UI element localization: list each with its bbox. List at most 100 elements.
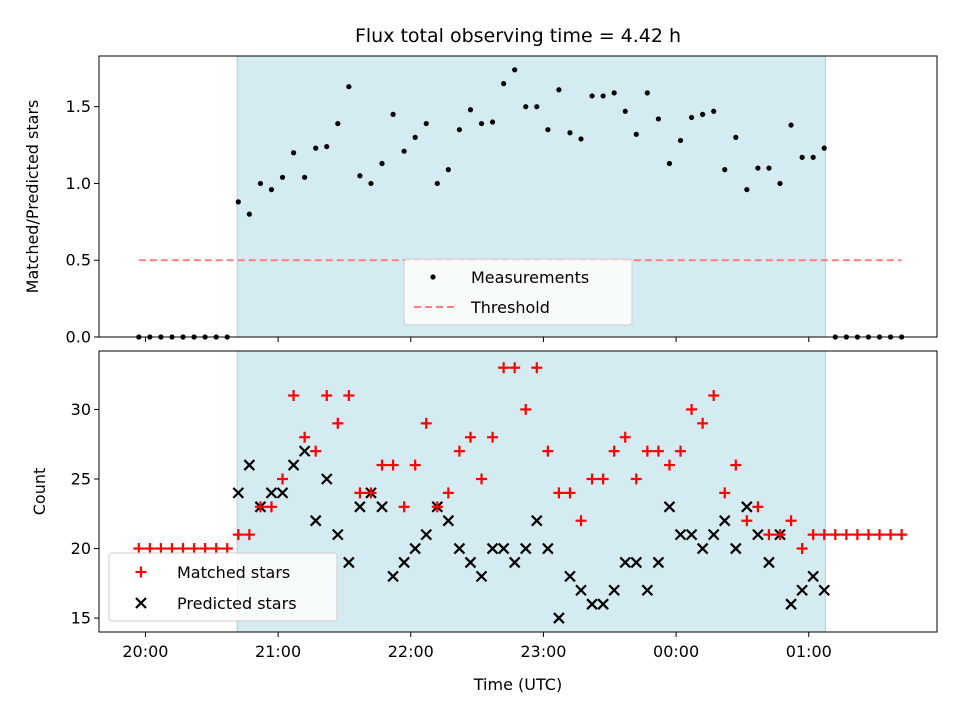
matched-star-point [476,473,488,485]
bottom-legend: Matched stars Predicted stars [108,552,338,622]
matched-star-point [310,445,322,457]
measurement-point [622,108,628,114]
matched-star-point [807,529,819,541]
predicted-star-point [564,570,576,583]
predicted-star-point [453,542,466,555]
measurement-point [534,104,540,110]
matched-star-point [608,445,620,457]
matched-star-point [896,529,908,541]
predicted-star-point [730,542,742,555]
matched-star-point [387,459,399,471]
matched-star-point [686,403,698,415]
measurement-point [246,211,252,217]
predicted-star-point [531,514,543,527]
measurement-point [279,174,286,180]
top-y-ticks: 0.0 0.5 1.0 1.5 [66,97,99,347]
matched-star-point [288,390,300,402]
bottom-axes-frame [98,350,938,633]
measurement-point [368,180,374,187]
measurement-point [733,134,739,140]
measurement-point [445,167,451,173]
legend-measurements-marker [430,274,436,280]
matched-star-point [144,543,156,555]
measurement-point [677,137,684,144]
matched-star-point [343,390,355,402]
measurement-point [346,84,352,90]
matched-star-point [188,543,200,555]
measurement-point [633,131,639,137]
predicted-star-point [597,598,609,610]
predicted-star-point [652,556,665,569]
measurement-point [257,180,264,187]
matched-star-point [630,473,642,485]
bottom-y-axis-label: Count [30,468,49,516]
matched-star-point [155,543,167,555]
legend-predicted-marker [135,597,147,609]
predicted-star-point [464,556,477,569]
predicted-stars-series [232,445,831,624]
matched-star-point [409,459,421,471]
predicted-star-point [486,542,499,555]
predicted-star-point [807,570,819,583]
measurement-point [434,180,440,187]
matched-star-point [498,362,510,374]
measurement-point [335,120,341,127]
matched-star-point [232,529,244,541]
measurement-point [655,116,662,122]
predicted-star-point [553,612,565,624]
x-tick-label: 22:00 [388,642,434,661]
matched-star-point [199,543,211,555]
measurement-point [467,107,474,113]
top-legend-box [403,258,633,326]
y-tick-label: 0.5 [66,251,91,270]
y-tick-label: 0.0 [66,328,91,347]
measurement-point [810,154,816,160]
predicted-star-point [741,501,753,513]
measurement-point [644,90,650,96]
x-tick-label: 00:00 [653,642,699,661]
predicted-star-point [398,556,410,569]
matched-star-point [675,445,687,457]
predicted-star-point [409,542,421,555]
predicted-star-point [674,528,687,541]
matched-star-point [708,390,720,402]
matched-star-point [840,529,852,541]
predicted-star-point [663,501,676,513]
y-tick-label: 30 [71,400,91,419]
measurement-point [501,81,507,87]
top-legend: Measurements Threshold [403,258,633,326]
matched-star-point [210,543,222,555]
matched-star-point [652,445,664,457]
bottom-y-ticks: 15 20 25 30 [71,400,99,628]
y-tick-label: 15 [71,609,91,628]
measurement-point [556,87,562,93]
matched-star-point [376,459,388,471]
legend-matched-label: Matched stars [177,563,290,582]
measurement-point [777,180,783,187]
measurement-point [379,160,385,167]
matched-star-point [277,473,289,485]
matched-star-point [431,501,443,513]
predicted-star-point [497,542,510,555]
measurement-point [600,93,606,99]
matched-stars-series [133,362,908,555]
matched-star-point [332,417,344,429]
measurement-point [313,145,319,151]
matched-star-point [586,473,598,485]
predicted-star-point [276,487,289,499]
predicted-star-point [586,598,598,610]
matched-star-point [741,515,753,527]
measurement-point [799,154,805,160]
measurement-point [567,130,573,136]
measurement-point [401,148,407,154]
predicted-star-point [354,501,366,513]
predicted-star-point [309,514,322,527]
measurement-point [302,174,308,180]
matched-star-point [321,390,333,402]
measurement-point [478,120,485,127]
predicted-star-point [818,584,831,597]
matched-star-point [487,431,499,443]
measurement-point [578,136,584,142]
measurement-point [744,186,750,193]
